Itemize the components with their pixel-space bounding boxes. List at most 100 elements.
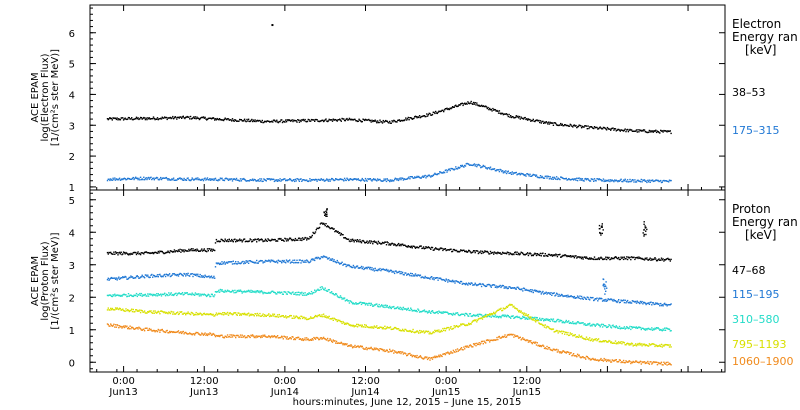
data-point bbox=[543, 293, 545, 295]
data-point bbox=[564, 295, 566, 297]
data-point bbox=[461, 283, 463, 285]
data-point bbox=[575, 323, 577, 325]
data-point bbox=[557, 254, 559, 256]
data-point bbox=[423, 248, 426, 250]
data-point bbox=[404, 308, 406, 310]
data-point bbox=[650, 259, 652, 261]
data-point bbox=[445, 278, 447, 280]
data-point bbox=[245, 291, 247, 293]
data-point bbox=[613, 298, 615, 301]
data-point bbox=[459, 166, 461, 169]
data-point bbox=[623, 129, 626, 131]
data-point bbox=[260, 290, 263, 292]
data-point bbox=[433, 278, 435, 281]
data-point bbox=[388, 179, 390, 182]
data-point bbox=[334, 260, 336, 263]
data-point bbox=[111, 119, 113, 121]
data-point bbox=[309, 339, 311, 341]
data-point bbox=[666, 258, 668, 260]
data-point bbox=[308, 339, 310, 342]
data-point bbox=[147, 311, 149, 313]
data-point bbox=[543, 177, 546, 179]
data-point bbox=[494, 339, 497, 341]
data-point bbox=[353, 178, 355, 180]
data-point bbox=[391, 242, 393, 244]
data-point bbox=[202, 116, 205, 118]
data-point bbox=[484, 341, 486, 343]
data-point bbox=[526, 118, 528, 120]
data-point bbox=[324, 119, 326, 121]
data-point bbox=[640, 343, 642, 345]
data-point bbox=[645, 131, 647, 133]
data-point bbox=[242, 260, 244, 263]
data-point bbox=[182, 275, 184, 277]
data-point bbox=[301, 119, 304, 121]
data-point bbox=[156, 312, 158, 314]
data-point bbox=[381, 328, 384, 330]
data-point bbox=[510, 116, 513, 119]
data-point bbox=[337, 342, 339, 344]
data-point bbox=[619, 328, 621, 330]
data-point bbox=[165, 330, 168, 332]
data-point bbox=[518, 252, 520, 255]
data-point bbox=[366, 119, 368, 121]
data-point bbox=[662, 258, 664, 260]
data-point bbox=[543, 255, 545, 257]
data-point bbox=[546, 177, 548, 179]
data-point bbox=[165, 116, 168, 119]
data-point bbox=[207, 275, 209, 278]
data-point bbox=[610, 179, 612, 181]
data-point bbox=[218, 118, 221, 120]
data-point bbox=[481, 250, 484, 253]
data-point bbox=[106, 279, 109, 281]
data-point bbox=[617, 342, 619, 345]
data-point bbox=[351, 240, 353, 242]
data-point bbox=[665, 327, 667, 329]
data-point bbox=[145, 251, 147, 253]
data-point bbox=[285, 336, 287, 338]
legend-title: Energy ran bbox=[732, 215, 798, 229]
data-point bbox=[536, 317, 538, 319]
data-point bbox=[118, 251, 121, 254]
data-point bbox=[130, 275, 132, 277]
data-point bbox=[404, 272, 406, 274]
data-point bbox=[122, 276, 124, 278]
data-point bbox=[342, 234, 344, 236]
data-point bbox=[513, 305, 515, 307]
data-point bbox=[537, 319, 539, 322]
data-point bbox=[406, 245, 408, 248]
data-point bbox=[537, 345, 539, 347]
series-3 bbox=[106, 303, 672, 348]
data-point bbox=[220, 178, 222, 180]
data-point bbox=[260, 315, 262, 317]
data-point bbox=[269, 336, 272, 339]
data-point bbox=[561, 123, 563, 125]
data-point bbox=[258, 119, 260, 122]
data-point bbox=[278, 180, 280, 182]
data-point bbox=[640, 302, 642, 304]
data-point bbox=[268, 335, 271, 338]
data-point bbox=[240, 336, 243, 338]
data-point bbox=[291, 291, 293, 294]
data-point bbox=[160, 118, 163, 120]
data-point bbox=[635, 181, 638, 183]
data-point bbox=[470, 252, 472, 254]
data-point bbox=[293, 120, 296, 122]
data-point bbox=[152, 294, 154, 297]
data-point bbox=[267, 314, 269, 316]
data-point bbox=[317, 120, 319, 122]
data-point bbox=[369, 178, 372, 180]
data-point bbox=[475, 314, 477, 316]
data-point bbox=[168, 117, 170, 119]
data-point bbox=[548, 292, 551, 294]
data-point bbox=[206, 295, 208, 298]
data-point bbox=[468, 102, 471, 105]
data-point bbox=[265, 292, 267, 294]
data-point bbox=[160, 329, 163, 331]
data-point bbox=[375, 303, 377, 305]
data-point bbox=[527, 314, 530, 316]
data-point bbox=[199, 179, 201, 181]
data-point bbox=[409, 117, 411, 119]
data-point bbox=[501, 285, 503, 287]
data-point bbox=[263, 178, 265, 180]
